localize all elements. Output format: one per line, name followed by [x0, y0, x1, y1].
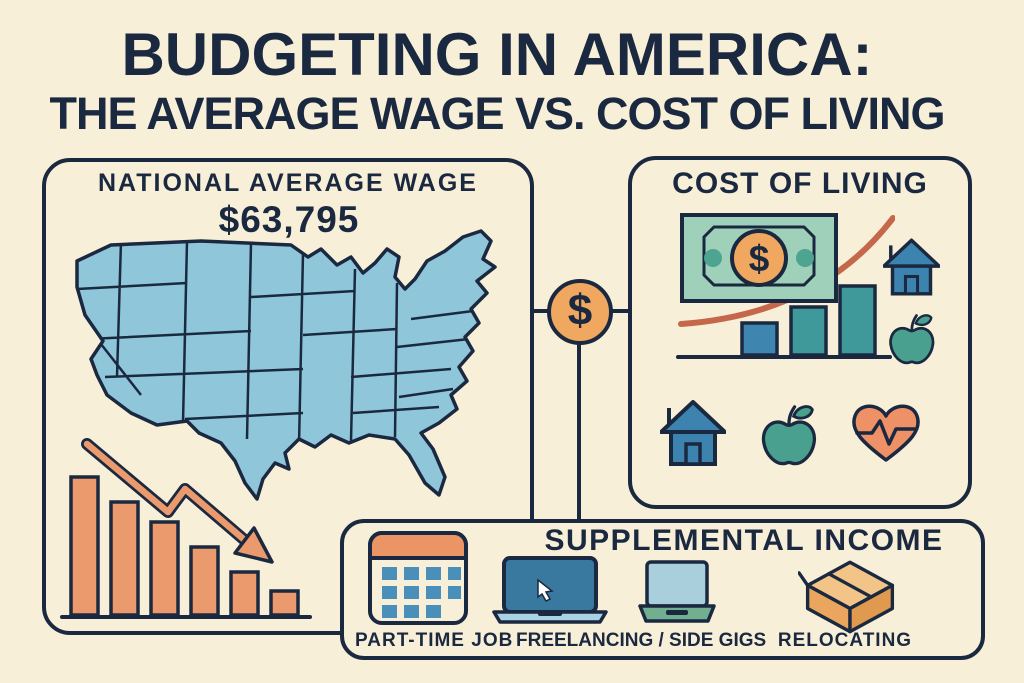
title-line-2: THE AVERAGE WAGE VS. COST OF LIVING — [49, 88, 945, 139]
house-icon — [883, 238, 940, 296]
calendar-icon — [368, 531, 468, 625]
laptop-open-icon — [638, 560, 716, 623]
wage-amount: $63,795 — [218, 199, 360, 240]
dollar-bill-icon: $ — [680, 213, 838, 303]
moving-box-icon — [798, 560, 895, 634]
apple-icon — [889, 314, 935, 365]
laptop-cursor-icon — [492, 556, 608, 624]
label-freelancing-side-gigs: FREELANCING / SIDE GIGS — [516, 630, 767, 651]
supplemental-panel-heading: SUPPLEMENTAL INCOME — [544, 524, 944, 557]
cost-panel-heading: COST OF LIVING — [672, 167, 928, 200]
calendar-day-squares — [382, 567, 461, 618]
downward-trend-arrow-icon — [81, 438, 274, 564]
dollar-connector-icon: $ — [547, 279, 613, 345]
rising-bars — [740, 284, 877, 357]
wage-panel-heading: NATIONAL AVERAGE WAGE — [98, 169, 478, 197]
label-part-time-job: PART-TIME JOB — [355, 630, 514, 651]
label-relocating: RELOCATING — [777, 630, 913, 651]
bill-right-dot — [796, 249, 814, 267]
us-states-map-icon — [75, 229, 497, 501]
title-line-1: BUDGETING IN AMERICA: — [121, 21, 873, 88]
cursor-arrow — [537, 578, 554, 602]
infographic-title: BUDGETING IN AMERICA: THE AVERAGE WAGE V… — [0, 24, 994, 138]
heart-pulse-icon — [852, 404, 920, 462]
bill-dollar-symbol: $ — [749, 238, 770, 279]
connector-vertical-line — [577, 340, 581, 522]
rising-cost-chart — [676, 215, 895, 359]
apple-icon — [761, 405, 816, 466]
bill-left-dot — [704, 249, 722, 267]
connector-dollar-symbol: $ — [567, 286, 593, 335]
declining-wage-bar-chart — [60, 438, 312, 619]
house-icon — [660, 400, 726, 466]
pulse-line — [855, 419, 917, 446]
